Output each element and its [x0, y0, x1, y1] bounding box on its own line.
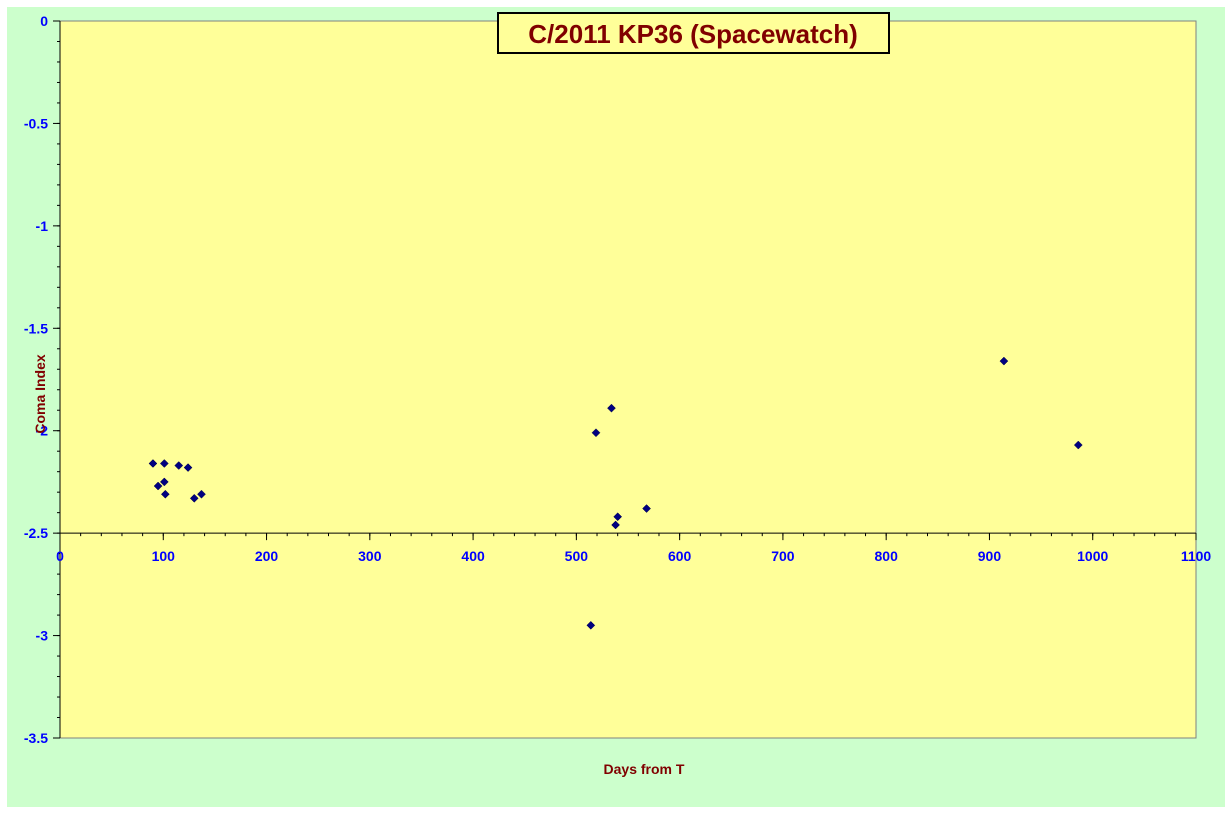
- data-point: [999, 356, 1009, 366]
- plot-area: [59, 20, 1197, 739]
- data-point: [1073, 440, 1083, 450]
- x-tick-label: 500: [565, 548, 589, 564]
- data-point: [197, 489, 206, 499]
- x-tick-label: 800: [875, 548, 899, 564]
- data-point: [174, 461, 184, 470]
- data-point: [642, 504, 651, 513]
- data-point: [159, 477, 169, 487]
- y-tick-label: -1.5: [24, 320, 48, 336]
- data-point: [148, 459, 158, 468]
- data-point: [153, 481, 163, 491]
- x-tick-label: 700: [771, 548, 795, 564]
- chart-title: C/2011 KP36 (Spacewatch): [528, 19, 858, 49]
- data-point: [586, 620, 596, 630]
- y-axis-label: Coma Index: [32, 354, 48, 434]
- x-tick-label: 1000: [1077, 548, 1108, 564]
- x-tick-label: 900: [978, 548, 1002, 564]
- chart-title-border: [497, 12, 890, 54]
- data-point: [611, 520, 620, 530]
- data-point: [160, 489, 170, 499]
- y-axis: 0 -0.5 -1 -1.5 -2 -2.5 -3 -3.5: [24, 13, 61, 746]
- data-points: [148, 356, 1083, 630]
- chart-title-box: C/2011 KP36 (Spacewatch): [497, 12, 890, 54]
- y-tick-label: 0: [40, 13, 48, 29]
- data-point: [159, 459, 169, 468]
- data-point: [183, 463, 193, 472]
- x-tick-label: 300: [358, 548, 382, 564]
- x-tick-label: 400: [461, 548, 485, 564]
- data-point: [591, 428, 601, 438]
- chart-area: 0 -0.5 -1 -1.5 -2 -2.5 -3 -3.5 0 100 200 300 400 500…: [7, 7, 1225, 807]
- data-point: [607, 403, 616, 413]
- x-tick-label: 200: [255, 548, 279, 564]
- x-tick-label: 0: [56, 548, 64, 564]
- y-tick-label: -2: [36, 423, 49, 439]
- y-tick-label: -3.5: [24, 730, 48, 746]
- x-axis: 0 100 200 300 400 500 600 700 800 900 1000 1100: [56, 532, 1212, 564]
- y-tick-label: -2.5: [24, 525, 48, 541]
- y-tick-label: -1: [36, 218, 49, 234]
- scatter-chart: 0 -0.5 -1 -1.5 -2 -2.5 -3 -3.5 0 100 200 300 400 500…: [24, 12, 1212, 777]
- x-axis-label: Days from T: [604, 761, 685, 777]
- y-tick-label: -0.5: [24, 115, 48, 131]
- x-tick-label: 600: [668, 548, 692, 564]
- x-tick-label: 1100: [1181, 548, 1212, 564]
- data-point: [189, 493, 199, 503]
- y-tick-label: -3: [36, 628, 49, 644]
- data-point: [613, 512, 623, 522]
- x-tick-label: 100: [152, 548, 176, 564]
